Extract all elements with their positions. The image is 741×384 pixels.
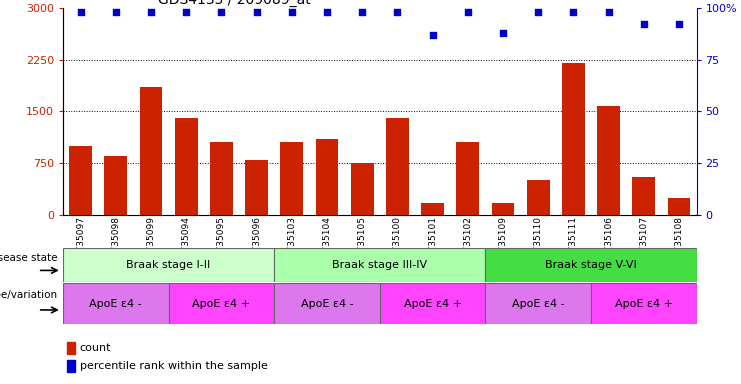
Bar	[210, 142, 233, 215]
Bar	[668, 198, 691, 215]
Text: ApoE ε4 +: ApoE ε4 +	[193, 299, 250, 309]
Bar	[139, 87, 162, 215]
Bar	[274, 283, 380, 324]
Bar	[316, 139, 339, 215]
Point	[110, 9, 122, 15]
Bar	[491, 203, 514, 215]
Text: count: count	[80, 343, 111, 353]
Text: ApoE ε4 +: ApoE ε4 +	[404, 299, 462, 309]
Text: ApoE ε4 -: ApoE ε4 -	[301, 299, 353, 309]
Bar	[69, 146, 92, 215]
Point	[497, 30, 509, 36]
Point	[75, 9, 87, 15]
Bar	[67, 342, 75, 354]
Point	[638, 21, 650, 27]
Bar	[67, 360, 75, 372]
Bar	[456, 142, 479, 215]
Bar	[245, 160, 268, 215]
Point	[286, 9, 298, 15]
Bar	[104, 156, 127, 215]
Bar	[485, 283, 591, 324]
Bar	[562, 63, 585, 215]
Bar	[597, 106, 620, 215]
Point	[673, 21, 685, 27]
Bar	[169, 283, 274, 324]
Point	[321, 9, 333, 15]
Point	[356, 9, 368, 15]
Point	[250, 9, 262, 15]
Bar	[527, 180, 550, 215]
Text: GDS4135 / 209089_at: GDS4135 / 209089_at	[158, 0, 310, 7]
Text: percentile rank within the sample: percentile rank within the sample	[80, 361, 268, 371]
Point	[532, 9, 544, 15]
Bar	[485, 248, 697, 282]
Bar	[274, 248, 485, 282]
Text: Braak stage I-II: Braak stage I-II	[127, 260, 210, 270]
Bar	[421, 203, 444, 215]
Bar	[386, 118, 409, 215]
Point	[216, 9, 227, 15]
Text: genotype/variation: genotype/variation	[0, 290, 58, 300]
Point	[602, 9, 614, 15]
Point	[427, 31, 439, 38]
Point	[180, 9, 192, 15]
Bar	[63, 248, 274, 282]
Bar	[591, 283, 697, 324]
Text: ApoE ε4 -: ApoE ε4 -	[90, 299, 142, 309]
Text: ApoE ε4 +: ApoE ε4 +	[615, 299, 673, 309]
Bar	[63, 283, 169, 324]
Text: ApoE ε4 -: ApoE ε4 -	[512, 299, 565, 309]
Point	[391, 9, 403, 15]
Text: disease state: disease state	[0, 253, 58, 263]
Bar	[280, 142, 303, 215]
Bar	[379, 283, 485, 324]
Bar	[632, 177, 655, 215]
Text: Braak stage V-VI: Braak stage V-VI	[545, 260, 637, 270]
Point	[462, 9, 473, 15]
Point	[568, 9, 579, 15]
Point	[145, 9, 157, 15]
Bar	[175, 118, 198, 215]
Bar	[350, 163, 373, 215]
Text: Braak stage III-IV: Braak stage III-IV	[332, 260, 428, 270]
